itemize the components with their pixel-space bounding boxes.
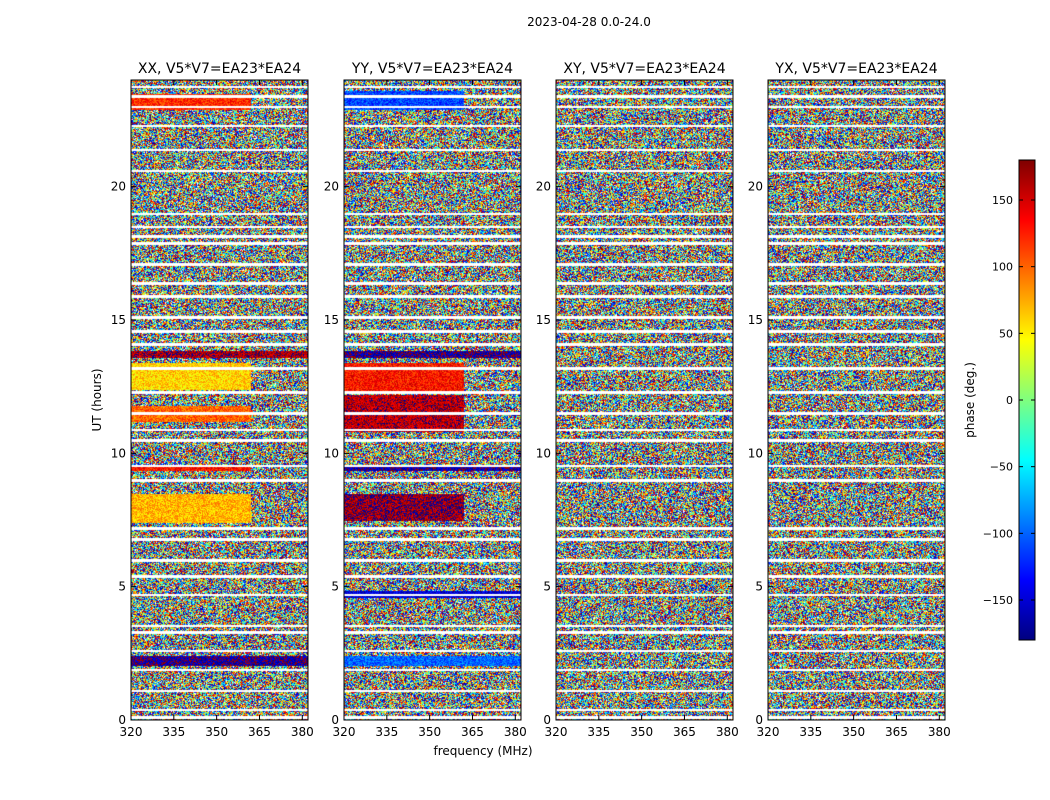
- panel-3: XY, V5*V7=EA23*EA24 320 335 350 365 380 0 5 10 15…: [536, 61, 739, 739]
- panel-heatmap: [768, 80, 945, 720]
- panel-1: XX, V5*V7=EA23*EA24 320 335 350 365 380 0 5 10 15…: [111, 61, 314, 739]
- y-tick-label: 10: [111, 446, 126, 460]
- x-tick-label: 365: [673, 725, 696, 739]
- x-axis-label: frequency (MHz): [433, 744, 532, 758]
- y-tick-label: 10: [536, 446, 551, 460]
- y-tick-label: 20: [536, 180, 551, 194]
- y-tick-label: 20: [324, 180, 339, 194]
- y-tick-label: 10: [324, 446, 339, 460]
- panel-title: YX, V5*V7=EA23*EA24: [774, 61, 937, 77]
- colorbar: −150 −100 −50 0 50 100 150: [983, 159, 1036, 641]
- y-tick-label: 0: [543, 713, 551, 727]
- y-tick-label: 10: [748, 446, 763, 460]
- colorbar-tick-label: 100: [992, 261, 1013, 274]
- x-tick-label: 365: [885, 725, 908, 739]
- panel-frame: [130, 79, 309, 721]
- x-tick-label: 350: [842, 725, 865, 739]
- colorbar-tick-label: 150: [992, 194, 1013, 207]
- x-tick-label: 380: [716, 725, 739, 739]
- colorbar-tick-label: 50: [999, 327, 1013, 340]
- colorbar-tick-label: −150: [983, 594, 1013, 607]
- y-tick-label: 15: [748, 313, 763, 327]
- y-tick-label: 5: [543, 580, 551, 594]
- x-tick-label: 365: [461, 725, 484, 739]
- y-tick-label: 15: [111, 313, 126, 327]
- panel-heatmap: [131, 80, 308, 720]
- x-tick-label: 320: [333, 725, 356, 739]
- y-tick-label: 5: [118, 580, 126, 594]
- x-tick-label: 350: [418, 725, 441, 739]
- panel-2: YY, V5*V7=EA23*EA24 320 335 350 365 380 0 5 10 15…: [324, 61, 527, 739]
- x-tick-label: 380: [291, 725, 314, 739]
- x-tick-label: 380: [928, 725, 951, 739]
- colorbar-tick-label: −100: [983, 527, 1013, 540]
- x-tick-label: 320: [757, 725, 780, 739]
- panel-frame: [343, 79, 522, 721]
- colorbar-label: phase (deg.): [963, 362, 977, 438]
- y-tick-label: 0: [755, 713, 763, 727]
- y-tick-label: 0: [331, 713, 339, 727]
- figure-title: 2023-04-28 0.0-24.0: [527, 15, 651, 29]
- x-tick-label: 350: [205, 725, 228, 739]
- y-tick-label: 5: [755, 580, 763, 594]
- x-tick-label: 335: [375, 725, 398, 739]
- y-tick-label: 0: [118, 713, 126, 727]
- panel-title: XY, V5*V7=EA23*EA24: [563, 61, 725, 77]
- panel-heatmap: [556, 80, 733, 720]
- panel-title: XX, V5*V7=EA23*EA24: [138, 61, 301, 77]
- colorbar-tick-label: 0: [1006, 394, 1013, 407]
- y-tick-label: 15: [324, 313, 339, 327]
- panel-title: YY, V5*V7=EA23*EA24: [351, 61, 513, 77]
- y-axis-label: UT (hours): [90, 368, 104, 431]
- x-tick-label: 380: [504, 725, 527, 739]
- x-tick-label: 335: [162, 725, 185, 739]
- x-tick-label: 350: [630, 725, 653, 739]
- panel-frame: [555, 79, 734, 721]
- y-tick-label: 20: [111, 180, 126, 194]
- y-tick-label: 20: [748, 180, 763, 194]
- panel-frame: [767, 79, 946, 721]
- colorbar-tick-label: −50: [990, 461, 1013, 474]
- y-tick-label: 15: [536, 313, 551, 327]
- panel-heatmap: [344, 80, 521, 720]
- x-tick-label: 320: [120, 725, 143, 739]
- x-tick-label: 320: [545, 725, 568, 739]
- x-tick-label: 335: [587, 725, 610, 739]
- x-tick-label: 365: [248, 725, 271, 739]
- x-tick-label: 335: [799, 725, 822, 739]
- panel-4: YX, V5*V7=EA23*EA24 320 335 350 365 380 0 5 10 15…: [748, 61, 951, 739]
- y-tick-label: 5: [331, 580, 339, 594]
